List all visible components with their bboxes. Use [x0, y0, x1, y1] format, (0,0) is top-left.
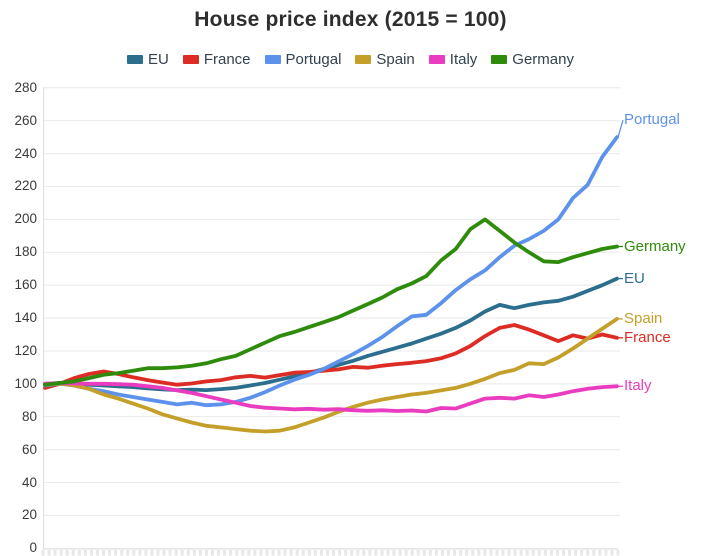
legend-swatch-italy: [428, 54, 445, 64]
legend-label-eu: EU: [148, 50, 169, 68]
series-line-spain: [43, 316, 619, 434]
legend-label-france: France: [203, 50, 251, 68]
end-label-eu: EU: [624, 269, 645, 287]
series-line-germany: [43, 217, 619, 387]
y-tick-label-160: 160: [14, 277, 37, 293]
series-line-italy: [43, 381, 619, 414]
series-line-portugal: [43, 135, 619, 408]
y-tick-label-220: 220: [14, 178, 37, 194]
end-label-germany: Germany: [624, 237, 686, 255]
y-tick-label-200: 200: [14, 211, 37, 227]
y-tick-label-260: 260: [14, 112, 37, 128]
legend-label-germany: Germany: [512, 50, 574, 68]
legend-item-portugal[interactable]: Portugal: [264, 50, 342, 68]
y-tick-label-20: 20: [21, 507, 37, 523]
y-tick-label-240: 240: [14, 145, 37, 161]
series-line-eu: [43, 276, 619, 393]
legend-label-italy: Italy: [449, 50, 478, 68]
end-label-italy: Italy: [624, 377, 652, 395]
y-tick-label-80: 80: [21, 408, 37, 424]
y-tick-label-40: 40: [21, 474, 37, 490]
legend-item-italy[interactable]: Italy: [428, 50, 478, 68]
legend-label-portugal: Portugal: [285, 50, 342, 68]
legend-swatch-eu: [127, 54, 143, 64]
legend-item-eu[interactable]: EU: [127, 51, 169, 68]
y-tick-label-60: 60: [21, 441, 37, 457]
y-tick-label-120: 120: [14, 342, 37, 358]
chart-title: House price index (2015 = 100): [194, 8, 507, 31]
y-tick-label-0: 0: [29, 540, 37, 556]
end-label-portugal: Portugal: [624, 111, 680, 129]
legend: EU France Portugal Spain Italy Germany: [0, 49, 701, 69]
end-label-france: France: [624, 328, 671, 346]
legend-item-france[interactable]: France: [182, 50, 251, 68]
y-tick-label-180: 180: [14, 244, 37, 260]
legend-swatch-spain: [355, 54, 372, 64]
legend-swatch-germany: [491, 54, 508, 64]
y-tick-label-140: 140: [14, 310, 37, 326]
legend-swatch-france: [182, 54, 199, 64]
legend-label-spain: Spain: [376, 50, 415, 68]
legend-item-germany[interactable]: Germany: [491, 51, 574, 68]
legend-item-spain[interactable]: Spain: [355, 50, 415, 68]
series-line-france: [43, 323, 619, 390]
end-label-spain: Spain: [624, 309, 663, 327]
y-tick-label-280: 280: [14, 79, 37, 95]
y-tick-label-100: 100: [14, 375, 37, 391]
legend-swatch-portugal: [264, 54, 281, 64]
end-label-connector-portugal: [617, 119, 624, 138]
